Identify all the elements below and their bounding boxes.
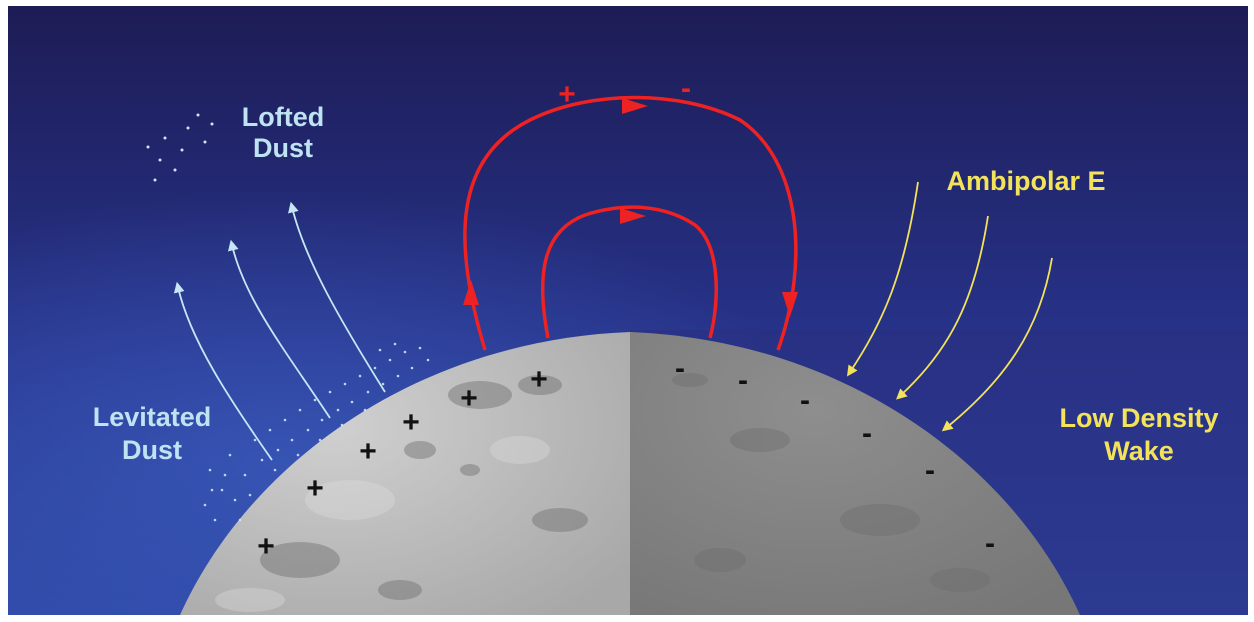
ambipolar-field-lines (846, 181, 1053, 432)
levitated-dust-particles (203, 342, 430, 522)
levitated-dust-label-line-2: Dust (122, 435, 182, 465)
surface-minus-charge: - (862, 417, 872, 450)
surface-plus-charge: + (257, 530, 275, 563)
dust-trajectory-arrow (227, 239, 331, 419)
low-density-wake-label-line-2: Wake (1104, 436, 1174, 466)
surface-negative-charges: - - - - - - (675, 352, 995, 560)
top-minus-charge: - (681, 72, 691, 105)
lofted-dust-label: Lofted Dust (242, 102, 324, 163)
lofted-dust-particles (146, 113, 214, 182)
lofted-dust-label-line-1: Lofted (242, 102, 324, 132)
moon-highlands (215, 436, 550, 612)
arrowhead (622, 98, 648, 114)
arrowhead (463, 280, 479, 305)
surface-minus-charge: - (675, 352, 685, 385)
top-plus-charge: + (558, 78, 576, 111)
moon-craters (260, 373, 990, 600)
surface-positive-charges: + + + + + + (257, 363, 548, 563)
dust-trajectory-arrow (173, 281, 273, 461)
surface-minus-charge: - (800, 384, 810, 417)
arrowhead (620, 208, 646, 224)
lofted-dust-label-line-2: Dust (253, 133, 313, 163)
surface-minus-charge: - (985, 527, 995, 560)
surface-plus-charge: + (402, 406, 420, 439)
surface-plus-charge: + (460, 382, 478, 415)
levitated-dust-label-line-1: Levitated (93, 402, 212, 432)
ambipolar-field-arrow (941, 257, 1053, 432)
surface-minus-charge: - (738, 364, 748, 397)
dust-trajectory-arrow (288, 201, 386, 393)
ambipolar-field-arrow (896, 215, 989, 400)
low-density-wake-label-line-1: Low Density (1059, 403, 1218, 433)
outer-current-loop (463, 95, 798, 351)
arrowhead (782, 292, 798, 317)
dust-trajectories (173, 201, 386, 461)
surface-plus-charge: + (530, 363, 548, 396)
current-loops (463, 95, 798, 351)
low-density-wake-label: Low Density Wake (1059, 403, 1218, 466)
surface-plus-charge: + (306, 472, 324, 505)
inner-current-loop (540, 205, 718, 339)
surface-plus-charge: + (359, 435, 377, 468)
surface-minus-charge: - (925, 454, 935, 487)
ambipolar-field-arrow (846, 181, 919, 377)
levitated-dust-label: Levitated Dust (93, 402, 212, 465)
ambipolar-e-label: Ambipolar E (946, 166, 1105, 196)
current-direction-arrows (463, 98, 798, 317)
